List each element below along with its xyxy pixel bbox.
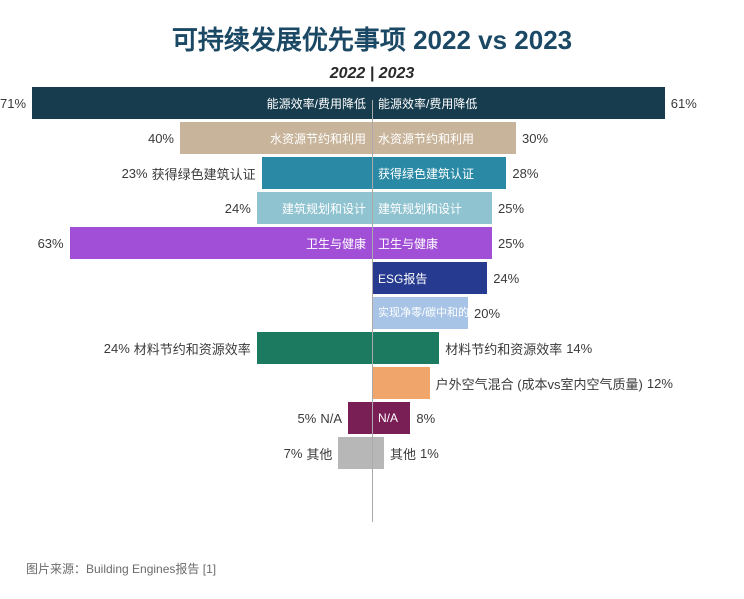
right-bar: 水资源节约和利用 bbox=[372, 122, 516, 154]
right-bar bbox=[372, 332, 439, 364]
right-percent: 61% bbox=[671, 96, 697, 111]
source-footnote: 图片来源：Building Engines报告 [1] bbox=[26, 560, 216, 577]
left-percent: 7% bbox=[284, 446, 303, 461]
left-category-label: 其他 bbox=[306, 444, 332, 463]
right-category-label: 材料节约和资源效率 bbox=[445, 339, 562, 358]
left-side bbox=[0, 297, 372, 329]
right-side: 户外空气混合 (成本vs室内空气质量) 12% bbox=[372, 367, 744, 399]
left-side: 24% 建筑规划和设计 bbox=[0, 192, 372, 224]
left-side: 40% 水资源节约和利用 bbox=[0, 122, 372, 154]
left-side: 5%N/A bbox=[0, 402, 372, 434]
left-value-label: 40% bbox=[148, 131, 180, 146]
left-side: 63% 卫生与健康 bbox=[0, 227, 372, 259]
right-bar bbox=[372, 367, 430, 399]
right-percent: 20% bbox=[474, 306, 500, 321]
left-side bbox=[0, 262, 372, 294]
chart-title: 可持续发展优先事项 2022 vs 2023 bbox=[0, 0, 744, 65]
left-bar: 水资源节约和利用 bbox=[180, 122, 372, 154]
right-percent: 28% bbox=[512, 166, 538, 181]
left-percent: 63% bbox=[38, 236, 64, 251]
left-bar: 能源效率/费用降低 bbox=[32, 87, 372, 119]
left-category-label: 获得绿色建筑认证 bbox=[152, 164, 256, 183]
left-bar bbox=[262, 157, 372, 189]
right-side: 建筑规划和设计 25% bbox=[372, 192, 744, 224]
left-bar: 卫生与健康 bbox=[70, 227, 372, 259]
right-percent: 25% bbox=[498, 201, 524, 216]
right-side: 能源效率/费用降低 61% bbox=[372, 87, 744, 119]
left-side: 24% 材料节约和资源效率 bbox=[0, 332, 372, 364]
left-category-label: 材料节约和资源效率 bbox=[134, 339, 251, 358]
right-side: 其他 1% bbox=[372, 437, 744, 469]
left-percent: 23% bbox=[122, 166, 148, 181]
left-bar bbox=[338, 437, 372, 469]
right-value-label: 25% bbox=[492, 201, 524, 216]
right-side: ESG报告 24% bbox=[372, 262, 744, 294]
right-value-label: 30% bbox=[516, 131, 548, 146]
right-value-label: 28% bbox=[506, 166, 538, 181]
right-bar: N/A bbox=[372, 402, 410, 434]
right-bar: 实现净零/碳中和的途径 bbox=[372, 297, 468, 329]
right-side: 卫生与健康 25% bbox=[372, 227, 744, 259]
right-category-label: 其他 bbox=[390, 444, 416, 463]
right-value-label: 8% bbox=[410, 411, 435, 426]
right-value-label: 其他 1% bbox=[384, 444, 439, 463]
right-value-label: 户外空气混合 (成本vs室内空气质量) 12% bbox=[430, 374, 673, 393]
right-side: 材料节约和资源效率 14% bbox=[372, 332, 744, 364]
left-value-label: 7%其他 bbox=[284, 444, 339, 463]
year-header: 2022 | 2023 bbox=[0, 65, 744, 87]
right-bar: 卫生与健康 bbox=[372, 227, 492, 259]
right-percent: 30% bbox=[522, 131, 548, 146]
left-bar bbox=[348, 402, 372, 434]
left-value-label: 24% 材料节约和资源效率 bbox=[104, 339, 257, 358]
left-percent: 40% bbox=[148, 131, 174, 146]
left-value-label: 23% 获得绿色建筑认证 bbox=[122, 164, 262, 183]
right-side: 获得绿色建筑认证 28% bbox=[372, 157, 744, 189]
left-side: 23% 获得绿色建筑认证 bbox=[0, 157, 372, 189]
right-value-label: 24% bbox=[487, 271, 519, 286]
right-percent: 1% bbox=[420, 446, 439, 461]
center-divider bbox=[372, 100, 373, 522]
left-percent: 71% bbox=[0, 96, 26, 111]
right-percent: 14% bbox=[566, 341, 592, 356]
left-value-label: 5%N/A bbox=[298, 411, 348, 426]
left-category-label: N/A bbox=[320, 411, 342, 426]
right-side: N/A 8% bbox=[372, 402, 744, 434]
right-value-label: 材料节约和资源效率 14% bbox=[439, 339, 592, 358]
left-value-label: 71% bbox=[0, 96, 32, 111]
right-percent: 25% bbox=[498, 236, 524, 251]
left-percent: 5% bbox=[298, 411, 317, 426]
left-percent: 24% bbox=[104, 341, 130, 356]
right-bar bbox=[372, 437, 384, 469]
right-percent: 24% bbox=[493, 271, 519, 286]
left-percent: 24% bbox=[225, 201, 251, 216]
right-value-label: 25% bbox=[492, 236, 524, 251]
right-value-label: 61% bbox=[665, 96, 697, 111]
right-bar: ESG报告 bbox=[372, 262, 487, 294]
right-side: 实现净零/碳中和的途径 20% bbox=[372, 297, 744, 329]
left-side: 7%其他 bbox=[0, 437, 372, 469]
left-value-label: 63% bbox=[38, 236, 70, 251]
left-bar bbox=[257, 332, 372, 364]
right-category-label: 户外空气混合 (成本vs室内空气质量) bbox=[436, 374, 643, 393]
right-bar: 获得绿色建筑认证 bbox=[372, 157, 506, 189]
left-value-label: 24% bbox=[225, 201, 257, 216]
right-percent: 12% bbox=[647, 376, 673, 391]
right-percent: 8% bbox=[416, 411, 435, 426]
left-side: 71% 能源效率/费用降低 bbox=[0, 87, 372, 119]
right-side: 水资源节约和利用 30% bbox=[372, 122, 744, 154]
right-value-label: 20% bbox=[468, 306, 500, 321]
left-bar: 建筑规划和设计 bbox=[257, 192, 372, 224]
right-bar: 建筑规划和设计 bbox=[372, 192, 492, 224]
right-bar: 能源效率/费用降低 bbox=[372, 87, 665, 119]
left-side bbox=[0, 367, 372, 399]
